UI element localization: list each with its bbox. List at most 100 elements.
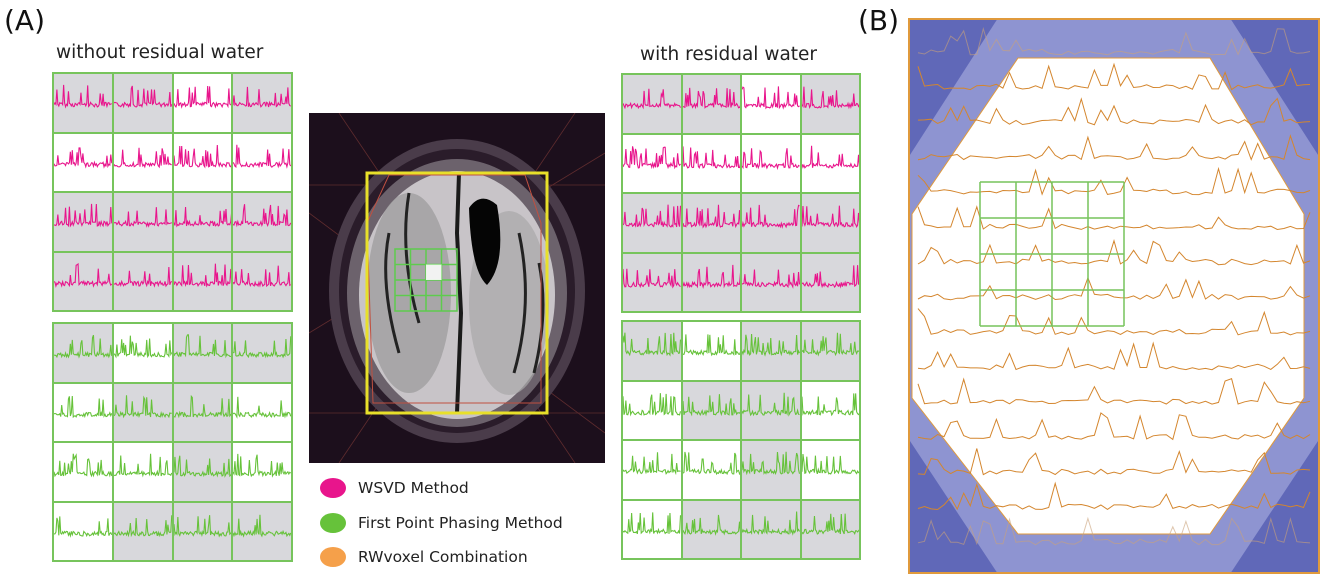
legend-item-rwvoxel: RWvoxel Combination (320, 547, 528, 567)
spectrum-trace (742, 382, 800, 440)
spectrum-trace (742, 322, 800, 380)
panel-b-spectra-map (908, 18, 1320, 574)
rwvoxel-legend-dot (320, 547, 346, 567)
spectrum-cell (53, 192, 113, 252)
legend-item-wsvd: WSVD Method (320, 478, 469, 498)
spectrum-trace (742, 194, 800, 252)
spectrum-cell (800, 74, 860, 134)
spectrum-trace (114, 443, 172, 501)
spectrum-cell (112, 382, 173, 442)
spectrum-cell (681, 321, 741, 381)
spectrum-trace (233, 503, 291, 561)
spectrum-cell (232, 132, 292, 192)
spectrum-trace (683, 382, 741, 440)
spectrum-cell (800, 321, 860, 381)
spectrum-trace (54, 503, 112, 561)
spectrum-cell (53, 382, 113, 442)
panel-b-spectrum-row (917, 62, 1311, 91)
spectrum-trace (683, 501, 741, 559)
spectrum-cell (112, 192, 173, 252)
spectrum-trace (683, 441, 741, 499)
spectrum-cell (741, 321, 801, 381)
panel-b-spectrum-row (917, 166, 1311, 196)
spectrum-trace (54, 253, 112, 311)
spectrum-trace (623, 254, 681, 312)
spectrum-cell (172, 132, 233, 192)
panel-b-spectrum-row (917, 134, 1311, 161)
spectrum-cell (172, 251, 233, 311)
spectrum-cell (622, 499, 682, 559)
spectrum-cell (681, 380, 741, 440)
spectrum-trace (54, 74, 112, 132)
spectrum-trace (802, 254, 860, 312)
spectrum-cell (53, 442, 113, 502)
spectrum-trace (623, 75, 681, 133)
spectrum-trace (683, 194, 741, 252)
panel-b-spectrum-row (917, 239, 1311, 266)
spectrum-trace (54, 193, 112, 251)
spectrum-cell (741, 252, 801, 312)
spectrum-trace (802, 135, 860, 193)
spectrum-trace (742, 441, 800, 499)
spectrum-trace (54, 134, 112, 192)
spectrum-cell (112, 132, 173, 192)
spectrum-cell (800, 252, 860, 312)
panel-b-spectrum-row (917, 341, 1311, 371)
spectrum-trace (683, 75, 741, 133)
spectrum-cell (232, 323, 292, 383)
spectrum-trace (174, 193, 232, 251)
right-bottom-spectra-grid (621, 320, 861, 560)
spectrum-trace (623, 501, 681, 559)
spectrum-cell (112, 442, 173, 502)
spectrum-cell (232, 192, 292, 252)
left-bottom-spectra-grid (52, 322, 293, 562)
spectrum-cell (800, 133, 860, 193)
spectrum-trace (174, 324, 232, 382)
spectrum-trace (742, 135, 800, 193)
panel-b-spectrum-row (917, 412, 1311, 441)
spectrum-cell (681, 440, 741, 500)
spectrum-cell (622, 252, 682, 312)
spectrum-cell (622, 321, 682, 381)
spectrum-trace (233, 193, 291, 251)
panel-b-label: (B) (858, 4, 900, 37)
spectrum-cell (172, 382, 233, 442)
spectrum-cell (681, 74, 741, 134)
spectrum-trace (114, 134, 172, 192)
spectrum-trace (683, 322, 741, 380)
panel-b-spectrum-row (917, 308, 1311, 336)
spectrum-cell (112, 251, 173, 311)
panel-b-spectrum-row (917, 276, 1311, 301)
spectrum-cell (800, 499, 860, 559)
spectrum-cell (53, 501, 113, 561)
spectrum-cell (172, 73, 233, 133)
panel-b-white-region (911, 57, 1305, 535)
panel-a-label: (A) (4, 4, 46, 37)
spectrum-cell (741, 440, 801, 500)
spectrum-trace (114, 324, 172, 382)
legend-label-wsvd: WSVD Method (358, 479, 469, 497)
left-column-title: without residual water (56, 42, 264, 63)
spectrum-cell (172, 501, 233, 561)
spectrum-trace (623, 382, 681, 440)
panel-b-spectrum-row (917, 448, 1311, 476)
spectrum-cell (741, 133, 801, 193)
spectrum-trace (802, 75, 860, 133)
spectrum-trace (802, 382, 860, 440)
spectrum-trace (114, 503, 172, 561)
spectrum-trace (174, 134, 232, 192)
spectrum-trace (174, 74, 232, 132)
spectrum-cell (741, 193, 801, 253)
spectrum-cell (741, 499, 801, 559)
spectrum-trace (742, 254, 800, 312)
spectrum-trace (233, 74, 291, 132)
wsvd-legend-dot (320, 478, 346, 498)
brain-mri-image (309, 113, 605, 463)
spectrum-cell (681, 193, 741, 253)
spectrum-cell (622, 133, 682, 193)
spectrum-trace (114, 74, 172, 132)
spectrum-trace (54, 384, 112, 442)
spectrum-cell (622, 440, 682, 500)
spectrum-cell (53, 323, 113, 383)
spectrum-cell (741, 74, 801, 134)
